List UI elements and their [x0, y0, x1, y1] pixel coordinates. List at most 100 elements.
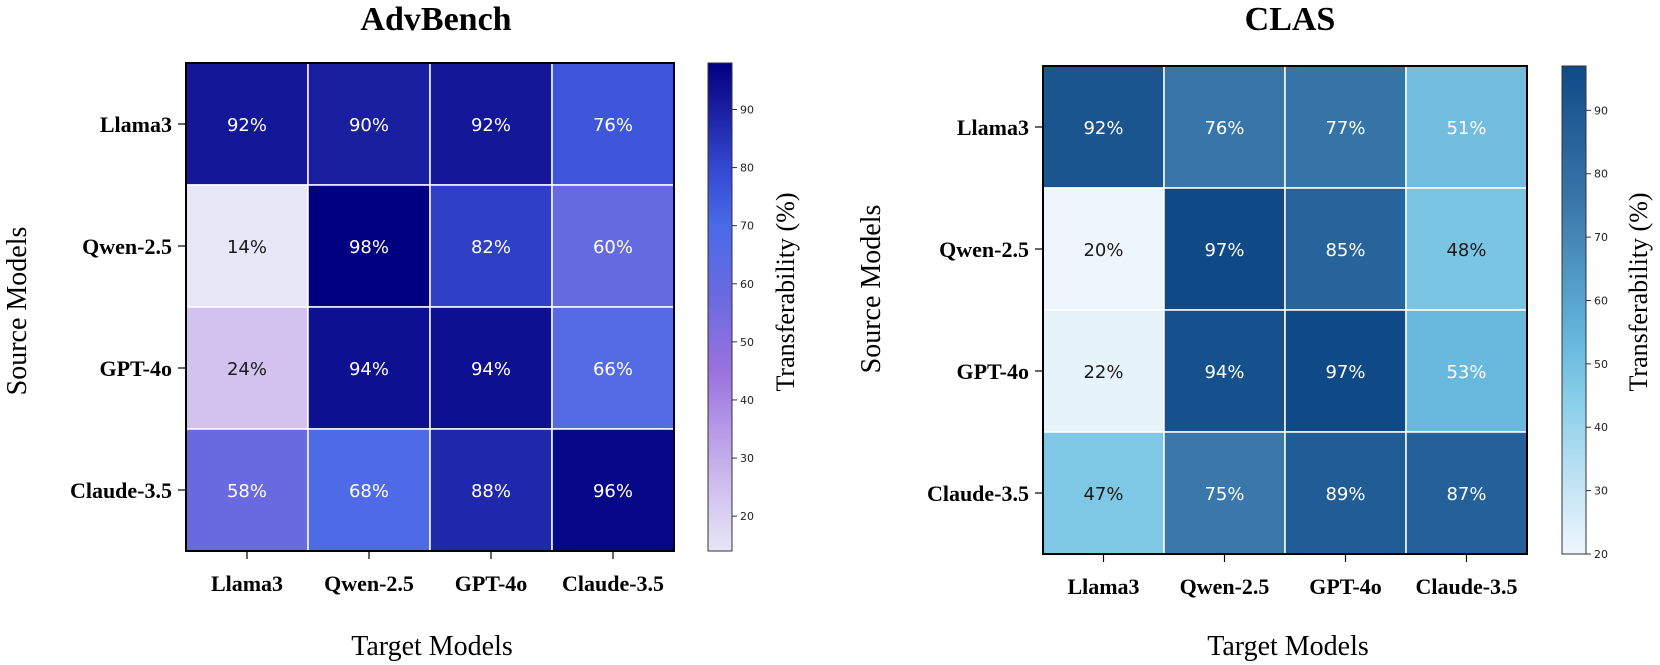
y-tick-label: Llama3: [100, 112, 172, 137]
cell-value-label: 24%: [227, 359, 267, 380]
x-tick-label: Llama3: [211, 571, 283, 596]
heatmap-cell: [1042, 309, 1165, 433]
colorbar-gradient: [1561, 65, 1587, 555]
y-axis-label: Source Models: [856, 205, 887, 374]
cell-value-label: 92%: [1083, 118, 1123, 139]
heatmap-cell: [551, 306, 675, 430]
cell-value-label: 53%: [1446, 362, 1486, 383]
x-tick-labels: Llama3 Qwen-2.5 GPT-4o Claude-3.5: [211, 551, 664, 596]
heatmap-cell: [307, 428, 431, 552]
colorbar-tick-label: 30: [740, 452, 754, 465]
colorbar-tick-label: 60: [1594, 294, 1608, 307]
colorbar-tick-label: 20: [740, 510, 754, 523]
cell-value-label: 88%: [471, 481, 511, 502]
cell-value-label: 60%: [593, 237, 633, 258]
colorbar-label: Transferability (%): [771, 192, 800, 391]
colorbar-tick-label: 40: [740, 394, 754, 407]
heatmap-cell: [185, 184, 309, 308]
cell-value-label: 77%: [1325, 118, 1365, 139]
x-tick-label: GPT-4o: [455, 571, 528, 596]
y-tick-label: Claude-3.5: [927, 481, 1029, 506]
cell-value-label: 92%: [227, 115, 267, 136]
cell-value-label: 94%: [1204, 362, 1244, 383]
heatmap-cell: [1284, 309, 1407, 433]
heatmap-cell: [1405, 187, 1528, 311]
colorbar-tick-label: 90: [740, 103, 754, 116]
cell-value-label: 66%: [593, 359, 633, 380]
cell-value-label: 75%: [1204, 484, 1244, 505]
y-tick-label: Qwen-2.5: [82, 234, 172, 259]
cell-value-label: 14%: [227, 237, 267, 258]
y-axis-label: Source Models: [2, 227, 33, 396]
heatmap-cells: 92% 90% 92% 76% 14% 98% 82% 60% 24% 94% 94% 66% 58% 6…: [185, 62, 675, 552]
heatmap-cell: [1284, 187, 1407, 311]
colorbar: 20 30 40 50 60 70 80 90: [707, 62, 754, 552]
heatmap-cell: [307, 62, 431, 186]
heatmap-panel-clas: CLAS Source Models Target Models 92% 76% 7…: [856, 1, 1653, 662]
x-tick-labels: Llama3 Qwen-2.5 GPT-4o Claude-3.5: [1067, 554, 1518, 599]
chart-title: CLAS: [1245, 1, 1336, 38]
y-tick-label: Llama3: [957, 115, 1029, 140]
heatmap-cells: 92% 76% 77% 51% 20% 97% 85% 48% 22% 94% 97% 53% 47% 7…: [1042, 65, 1528, 555]
y-tick-labels: Llama3 Qwen-2.5 GPT-4o Claude-3.5: [70, 112, 186, 503]
cell-value-label: 96%: [593, 481, 633, 502]
x-axis-label: Target Models: [1207, 631, 1369, 662]
cell-value-label: 94%: [349, 359, 389, 380]
cell-value-label: 48%: [1446, 240, 1486, 261]
cell-value-label: 94%: [471, 359, 511, 380]
chart-title: AdvBench: [360, 1, 511, 38]
colorbar-tick-label: 50: [1594, 358, 1608, 371]
colorbar-tick-label: 80: [740, 162, 754, 175]
x-tick-label: Qwen-2.5: [1180, 574, 1270, 599]
heatmap-cell: [1405, 431, 1528, 555]
y-tick-labels: Llama3 Qwen-2.5 GPT-4o Claude-3.5: [927, 115, 1043, 506]
cell-value-label: 92%: [471, 115, 511, 136]
cell-value-label: 87%: [1446, 484, 1486, 505]
heatmap-frame: [185, 62, 675, 552]
colorbar-tick-label: 20: [1594, 548, 1608, 561]
heatmap-cell: [1042, 65, 1165, 189]
heatmap-cell: [185, 428, 309, 552]
colorbar-label: Transferability (%): [1624, 192, 1653, 391]
cell-value-label: 98%: [349, 237, 389, 258]
colorbar-tick-label: 90: [1594, 104, 1608, 117]
colorbar-tick-label: 60: [740, 278, 754, 291]
colorbar-tick-label: 50: [740, 336, 754, 349]
y-tick-label: GPT-4o: [99, 356, 172, 381]
cell-value-label: 22%: [1083, 362, 1123, 383]
y-tick-label: Claude-3.5: [70, 478, 172, 503]
cell-value-label: 97%: [1204, 240, 1244, 261]
colorbar-gradient: [707, 62, 733, 552]
cell-value-label: 76%: [593, 115, 633, 136]
x-axis-label: Target Models: [351, 631, 513, 662]
heatmap-cell: [551, 428, 675, 552]
colorbar-tick-label: 70: [1594, 231, 1608, 244]
cell-value-label: 51%: [1446, 118, 1486, 139]
heatmap-panel-advbench: AdvBench Source Models Target Models 92%…: [2, 1, 800, 662]
heatmap-cell: [307, 306, 431, 430]
heatmap-cell: [1284, 65, 1407, 189]
heatmap-cell: [185, 62, 309, 186]
y-tick-label: GPT-4o: [956, 359, 1029, 384]
cell-value-label: 68%: [349, 481, 389, 502]
heatmap-cell: [551, 184, 675, 308]
x-tick-label: Claude-3.5: [1415, 574, 1517, 599]
colorbar-tick-label: 30: [1594, 485, 1608, 498]
cell-value-label: 85%: [1325, 240, 1365, 261]
cell-value-label: 82%: [471, 237, 511, 258]
heatmap-cell: [307, 184, 431, 308]
heatmap-frame: [1042, 65, 1528, 555]
x-tick-label: GPT-4o: [1309, 574, 1382, 599]
heatmap-cell: [1042, 187, 1165, 311]
heatmap-cell: [1284, 431, 1407, 555]
colorbar-tick-label: 70: [740, 220, 754, 233]
colorbar-tick-label: 40: [1594, 421, 1608, 434]
colorbar-tick-label: 80: [1594, 168, 1608, 181]
cell-value-label: 76%: [1204, 118, 1244, 139]
heatmap-cell: [551, 62, 675, 186]
cell-value-label: 58%: [227, 481, 267, 502]
cell-value-label: 20%: [1083, 240, 1123, 261]
x-tick-label: Qwen-2.5: [324, 571, 414, 596]
colorbar: 20 30 40 50 60 70 80 90: [1561, 65, 1608, 561]
